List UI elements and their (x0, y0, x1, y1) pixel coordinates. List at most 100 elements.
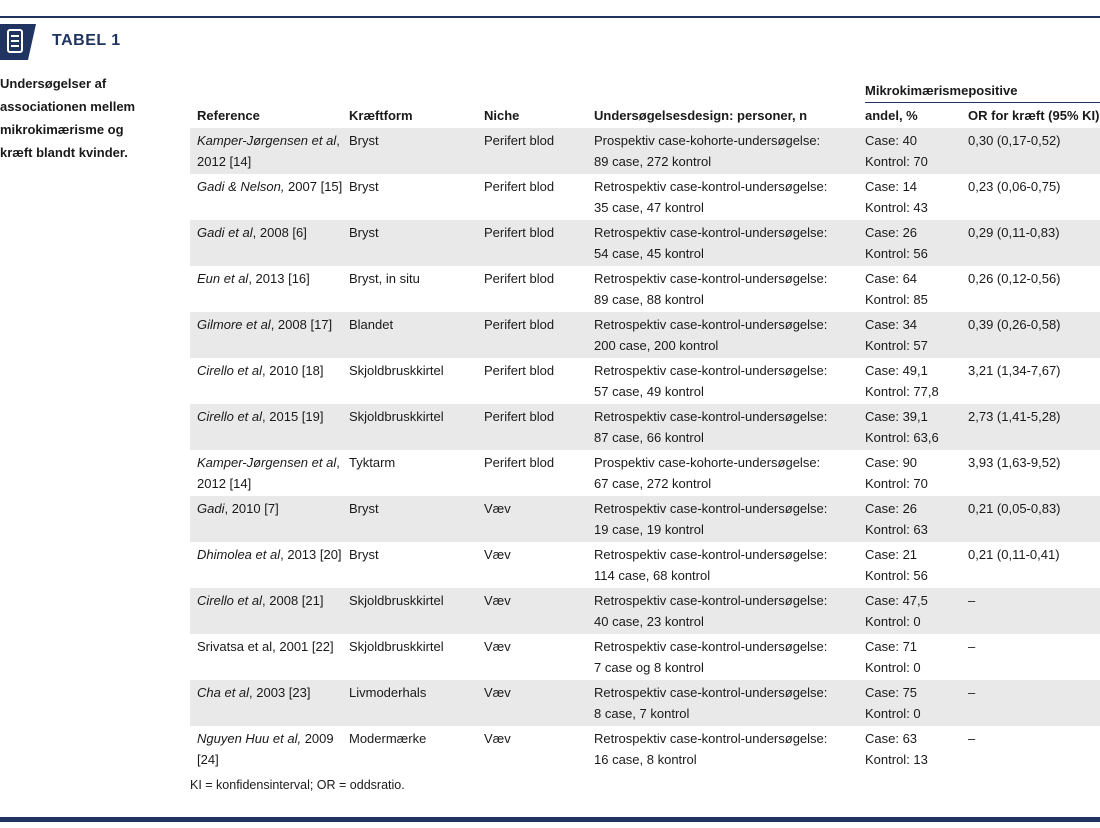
cancer-cell: Bryst, in situ (349, 271, 420, 286)
reference-authors: Nguyen Huu et al, (197, 731, 302, 746)
share-line: Kontrol: 0 (865, 706, 921, 721)
column-header: OR for kræft (95% KI) (968, 108, 1100, 123)
design-cell: Retrospektiv case-kontrol-undersøgelse: 8… (594, 680, 865, 726)
niche-cell: Perifert blod (484, 179, 555, 194)
share-line: Kontrol: 63 (865, 522, 928, 537)
share-cell: Case: 26 Kontrol: 63 (865, 496, 968, 542)
niche-cell: Væv (484, 547, 511, 562)
design-cell: Retrospektiv case-kontrol-undersøgelse: 1… (594, 496, 865, 542)
reference-cell: Cha et al, 2003 [23] (190, 680, 349, 726)
or-cell: – (968, 680, 1100, 726)
design-line: 16 case, 8 kontrol (594, 752, 697, 767)
share-line: Case: 49,1 (865, 363, 928, 378)
share-line: Case: 64 (865, 271, 918, 286)
design-line: Retrospektiv case-kontrol-undersøgelse: (594, 363, 828, 378)
design-line: Retrospektiv case-kontrol-undersøgelse: (594, 317, 828, 332)
reference-authors: Dhimolea et al (197, 547, 281, 562)
design-line: 87 case, 66 kontrol (594, 430, 704, 445)
design-line: Retrospektiv case-kontrol-undersøgelse: (594, 225, 828, 240)
caption: Undersøgelser af associationen mellem mi… (0, 76, 136, 160)
design-line: Retrospektiv case-kontrol-undersøgelse: (594, 501, 828, 516)
share-line: Case: 34 (865, 317, 918, 332)
cancer-cell: Skjoldbruskkirtel (349, 363, 444, 378)
share-cell: Case: 26 Kontrol: 56 (865, 220, 968, 266)
niche-cell: Perifert blod (484, 363, 555, 378)
design-line: Retrospektiv case-kontrol-undersøgelse: (594, 547, 828, 562)
share-cell: Case: 40 Kontrol: 70 (865, 128, 968, 174)
design-line: 8 case, 7 kontrol (594, 706, 690, 721)
table-row: Kamper-Jørgensen et al, 2012 [14] Bryst Pe… (190, 128, 1100, 174)
reference-authors: Cha et al (197, 685, 250, 700)
design-cell: Prospektiv case-kohorte-undersøgelse: 89 … (594, 128, 865, 174)
share-line: Kontrol: 56 (865, 246, 928, 261)
design-cell: Retrospektiv case-kontrol-undersøgelse: 5… (594, 358, 865, 404)
group-header: Mikrokimærismepositive (865, 78, 1100, 103)
design-line: 54 case, 45 kontrol (594, 246, 704, 261)
niche-cell: Væv (484, 731, 511, 746)
or-cell: – (968, 639, 976, 654)
share-line: Case: 39,1 (865, 409, 928, 424)
share-line: Kontrol: 57 (865, 338, 928, 353)
reference-authors: Kamper-Jørgensen et al (197, 133, 337, 148)
reference-cell: Cirello et al, 2015 [19] (190, 404, 349, 450)
share-cell: Case: 49,1 Kontrol: 77,8 (865, 358, 968, 404)
or-cell: – (968, 588, 1100, 634)
design-cell: Retrospektiv case-kontrol-undersøgelse: 5… (594, 220, 865, 266)
reference-detail: , 2010 [18] (262, 363, 324, 378)
cancer-cell: Bryst (349, 128, 484, 174)
niche-cell: Perifert blod (484, 455, 555, 470)
share-line: Kontrol: 13 (865, 752, 928, 767)
or-cell: 3,93 (1,63-9,52) (968, 455, 1061, 470)
share-line: Kontrol: 63,6 (865, 430, 939, 445)
share-cell: Case: 90 Kontrol: 70 (865, 450, 968, 496)
bottom-rule (0, 817, 1100, 822)
design-line: Prospektiv case-kohorte-undersøgelse: (594, 133, 821, 148)
cancer-cell: Modermærke (349, 731, 427, 746)
table-row: Gadi, 2010 [7] Bryst Væv Retrospektiv case-… (190, 496, 1100, 542)
or-cell: – (968, 731, 976, 746)
reference-detail: 2009 [24] (197, 731, 334, 767)
design-line: 114 case, 68 kontrol (594, 568, 711, 583)
share-line: Case: 63 (865, 731, 918, 746)
niche-cell: Perifert blod (484, 128, 594, 174)
table-row: Gadi et al, 2008 [6] Bryst Perifert blod Re… (190, 220, 1100, 266)
design-line: Retrospektiv case-kontrol-undersøgelse: (594, 639, 828, 654)
top-rule (0, 16, 1100, 18)
reference-detail: , 2003 [23] (249, 685, 311, 700)
niche-cell: Væv (484, 496, 594, 542)
share-line: Kontrol: 56 (865, 568, 928, 583)
share-line: Kontrol: 77,8 (865, 384, 939, 399)
share-cell: Case: 71 Kontrol: 0 (865, 634, 968, 680)
design-line: 89 case, 88 kontrol (594, 292, 704, 307)
reference-detail: , 2008 [6] (252, 225, 307, 240)
or-cell: 0,39 (0,26-0,58) (968, 312, 1100, 358)
cancer-cell: Blandet (349, 312, 484, 358)
column-header: Kræftform (349, 107, 413, 123)
or-cell: 0,29 (0,11-0,83) (968, 220, 1100, 266)
cancer-cell: Tyktarm (349, 455, 396, 470)
share-line: Kontrol: 43 (865, 200, 928, 215)
share-line: Case: 71 (865, 639, 918, 654)
reference-detail: , 2015 [19] (262, 409, 324, 424)
column-header: Undersøgelsesdesign: personer, n (594, 107, 808, 123)
reference-detail: , 2008 [21] (262, 593, 324, 608)
table-row: Gilmore et al, 2008 [17] Blandet Perifert … (190, 312, 1100, 358)
cancer-cell: Bryst (349, 220, 484, 266)
design-line: Retrospektiv case-kontrol-undersøgelse: (594, 593, 828, 608)
reference-authors: Kamper-Jørgensen et al (197, 455, 337, 470)
share-line: Kontrol: 0 (865, 660, 921, 675)
share-cell: Case: 47,5 Kontrol: 0 (865, 588, 968, 634)
niche-cell: Perifert blod (484, 404, 594, 450)
design-line: Retrospektiv case-kontrol-undersøgelse: (594, 271, 828, 286)
table-row: Cirello et al, 2015 [19] Skjoldbruskkirte… (190, 404, 1100, 450)
reference-detail: , 2008 [17] (270, 317, 333, 332)
design-cell: Retrospektiv case-kontrol-undersøgelse: 8… (594, 404, 865, 450)
reference-detail: , 2012 [14] (197, 455, 340, 491)
design-line: 67 case, 272 kontrol (594, 476, 712, 491)
niche-cell: Perifert blod (484, 220, 594, 266)
cancer-cell: Livmoderhals (349, 680, 484, 726)
share-cell: Case: 75 Kontrol: 0 (865, 680, 968, 726)
table-icon (0, 24, 36, 60)
design-cell: Retrospektiv case-kontrol-undersøgelse: 8… (594, 266, 865, 312)
